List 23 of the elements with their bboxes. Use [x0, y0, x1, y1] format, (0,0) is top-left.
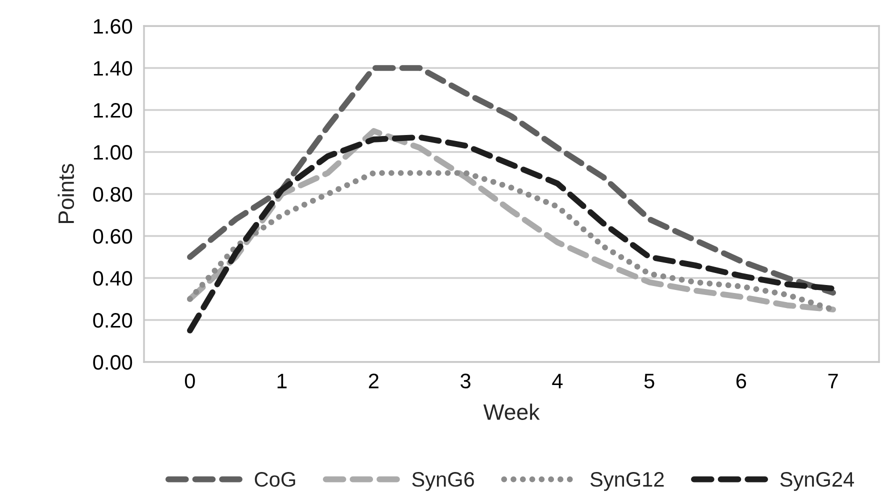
- y-axis-title: Points: [58, 164, 74, 224]
- y-tick-label: 1.20: [94, 103, 132, 118]
- x-tick-label: 6: [736, 374, 746, 388]
- y-tick-label: 1.00: [94, 145, 132, 160]
- y-tick-label: 0.40: [93, 271, 132, 286]
- x-tick-label: 1: [278, 374, 287, 388]
- x-tick-label: 0: [184, 374, 195, 388]
- x-axis-title: Week: [483, 404, 540, 420]
- y-tick-label: 1.40: [94, 61, 132, 76]
- y-tick-label: 0.00: [93, 355, 132, 370]
- legend-label: CoG: [254, 472, 296, 487]
- x-tick-label: 7: [828, 374, 838, 388]
- legend-label: SynG6: [412, 472, 474, 491]
- y-tick-label: 0.20: [93, 313, 132, 328]
- y-tick-label: 1.60: [94, 19, 132, 34]
- y-tick-label: 0.80: [93, 187, 132, 202]
- legend-label: SynG12: [590, 472, 664, 491]
- x-tick-label: 3: [460, 374, 470, 388]
- legend-label: SynG24: [780, 472, 854, 491]
- x-tick-label: 2: [368, 374, 378, 388]
- x-tick-label: 4: [552, 374, 563, 388]
- y-tick-label: 0.60: [93, 229, 132, 244]
- x-tick-label: 5: [644, 374, 654, 388]
